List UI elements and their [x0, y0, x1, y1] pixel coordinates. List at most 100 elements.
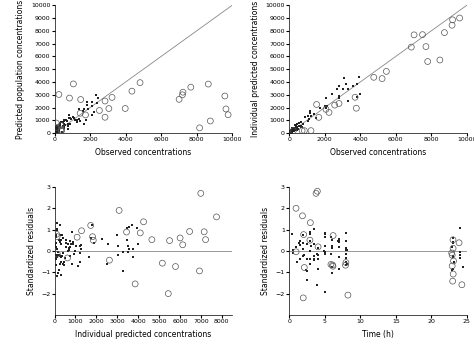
Point	[98, 237, 105, 242]
Point	[322, 106, 330, 112]
Point	[334, 238, 342, 244]
Point	[52, 262, 59, 268]
Point	[119, 249, 127, 254]
Point	[164, 291, 172, 296]
Point	[288, 128, 295, 134]
Point	[321, 234, 328, 240]
Point	[92, 92, 100, 98]
Point	[325, 110, 333, 115]
Point	[54, 254, 61, 260]
Point	[292, 124, 300, 130]
Point	[287, 130, 295, 135]
Point	[80, 106, 88, 112]
Point	[94, 96, 102, 101]
Point	[449, 235, 457, 240]
Point	[60, 119, 67, 125]
Point	[378, 76, 386, 81]
Point	[344, 292, 352, 298]
Point	[186, 229, 193, 234]
Point	[288, 127, 295, 132]
Point	[448, 252, 456, 258]
Point	[292, 127, 299, 132]
Point	[448, 22, 456, 28]
Point	[52, 128, 60, 134]
Point	[77, 243, 85, 248]
Point	[292, 249, 300, 255]
Point	[58, 232, 66, 238]
Point	[295, 120, 303, 126]
Point	[73, 117, 81, 123]
Point	[59, 123, 67, 128]
Point	[334, 86, 341, 92]
Point	[55, 252, 63, 258]
Point	[56, 253, 64, 259]
Point	[356, 74, 363, 79]
Point	[53, 128, 61, 133]
Point	[303, 277, 310, 282]
Point	[71, 117, 79, 122]
Point	[289, 231, 296, 237]
Point	[89, 234, 96, 239]
Point	[327, 262, 335, 267]
Point	[300, 246, 307, 252]
Point	[292, 126, 300, 132]
Point	[104, 241, 111, 247]
Point	[53, 220, 61, 226]
Point	[450, 259, 457, 265]
Point	[288, 128, 295, 133]
Point	[105, 106, 113, 111]
Point	[335, 244, 343, 249]
Point	[71, 251, 78, 257]
Point	[202, 237, 210, 243]
Point	[300, 232, 308, 237]
Point	[448, 267, 456, 273]
Point	[307, 243, 315, 248]
Point	[310, 253, 318, 259]
Point	[288, 128, 296, 134]
Point	[328, 234, 335, 239]
Point	[66, 253, 74, 258]
Point	[335, 239, 343, 245]
Point	[321, 243, 328, 248]
Point	[59, 235, 66, 241]
Point	[63, 117, 70, 123]
Point	[128, 222, 136, 227]
Point	[300, 295, 307, 301]
Point	[84, 106, 91, 112]
Point	[55, 126, 63, 132]
Point	[140, 219, 147, 224]
Point	[313, 282, 321, 287]
Point	[290, 127, 298, 133]
Point	[89, 222, 96, 227]
Point	[293, 121, 301, 127]
Point	[303, 241, 311, 247]
Point	[74, 263, 82, 269]
Point	[106, 258, 113, 263]
Point	[410, 32, 418, 38]
Point	[77, 259, 84, 264]
Point	[179, 89, 187, 95]
Point	[52, 126, 60, 131]
Point	[321, 251, 329, 256]
Point	[224, 112, 232, 118]
Point	[52, 128, 60, 133]
Point	[292, 122, 299, 128]
Point	[57, 262, 64, 267]
Point	[179, 92, 186, 97]
Y-axis label: Predicted population concentrations: Predicted population concentrations	[17, 0, 26, 139]
Point	[59, 120, 66, 125]
Point	[65, 242, 73, 247]
Point	[196, 268, 203, 274]
Point	[60, 126, 68, 131]
Point	[113, 232, 121, 238]
Point	[456, 252, 464, 258]
Point	[351, 94, 359, 100]
Point	[55, 129, 63, 135]
Point	[304, 118, 311, 123]
Point	[51, 127, 59, 133]
Point	[328, 264, 336, 269]
Point	[290, 128, 297, 133]
Point	[288, 127, 296, 132]
Point	[299, 121, 306, 126]
Point	[62, 240, 70, 245]
